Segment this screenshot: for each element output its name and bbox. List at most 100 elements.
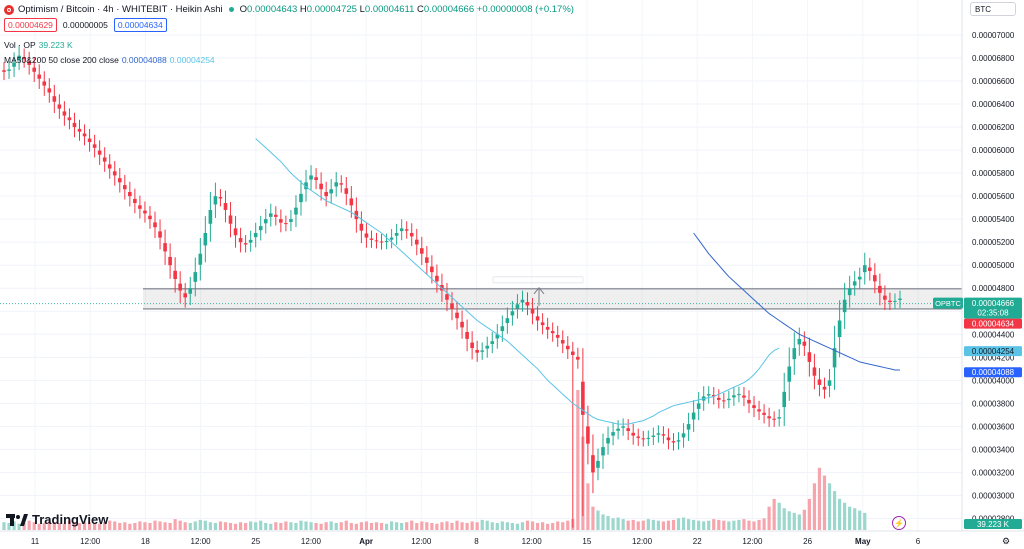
ma-legend[interactable]: MA50&200 50 close 200 close 0.00004088 0.0…: [4, 55, 215, 65]
volume-bar: [400, 523, 404, 530]
candle-body: [450, 303, 454, 309]
candle-body: [223, 203, 228, 210]
candle-body: [404, 229, 409, 231]
candle-body: [752, 405, 756, 408]
candle-body: [7, 69, 11, 71]
ma50-line: [255, 138, 780, 425]
currency-selector[interactable]: BTC: [970, 2, 1016, 16]
candle-body: [284, 223, 288, 225]
volume-bar: [475, 522, 479, 530]
time-tick-label: 6: [916, 537, 921, 546]
volume-bar: [113, 521, 117, 530]
candle-body: [716, 397, 721, 400]
price-tick-label: 0.00006200: [972, 123, 1015, 132]
candle-body: [188, 288, 193, 294]
volume-legend[interactable]: Vol · OP 39.223 K: [4, 40, 73, 50]
volume-price-tag-bg: [964, 519, 1022, 529]
candle-body: [379, 241, 384, 243]
last-price-tag: 0.00004666: [972, 299, 1015, 308]
volume-bar: [108, 520, 112, 530]
candle-body: [92, 144, 97, 148]
price-tick-label: 0.00003600: [972, 422, 1015, 431]
candle-body: [72, 122, 77, 128]
volume-bar: [294, 523, 298, 530]
candle-body: [128, 191, 132, 197]
volume-bar: [279, 523, 283, 530]
time-tick-label: 12:00: [632, 537, 653, 546]
settings-icon[interactable]: ⚙: [1002, 536, 1011, 546]
buy-price-button[interactable]: 0.00004634: [113, 18, 167, 32]
tradingview-logo[interactable]: TradingView: [6, 512, 108, 527]
price-tick-label: 0.00006400: [972, 100, 1015, 109]
candle-body: [22, 57, 26, 60]
candle-body: [274, 214, 278, 217]
time-tick-label: 22: [693, 537, 702, 546]
volume-bar: [656, 520, 660, 530]
price-tick-label: 0.00003200: [972, 468, 1015, 477]
volume-bar: [153, 520, 157, 530]
volume-bar: [57, 523, 61, 530]
candle-body: [847, 288, 852, 296]
candle-body: [384, 241, 389, 243]
ma50-price-tag-bg: [964, 367, 1022, 378]
volume-bar: [304, 521, 308, 530]
candle-body: [394, 232, 399, 236]
lightning-icon[interactable]: ⚡: [892, 516, 906, 530]
volume-bar: [863, 512, 867, 530]
price-tick-label: 0.00005800: [972, 169, 1015, 178]
candle-body: [263, 219, 268, 224]
candle-body: [867, 267, 872, 271]
price-tick-label: 0.00004200: [972, 353, 1015, 362]
price-axis[interactable]: 0.00007000 0.00006800 0.00006600 0.00006400…: [961, 0, 1024, 549]
volume-bar: [415, 523, 419, 530]
volume-bar: [631, 519, 635, 530]
sell-price-button[interactable]: 0.00004629: [4, 18, 57, 32]
candle-body: [530, 308, 535, 314]
volume-bar: [807, 498, 811, 530]
price-axis-bg: [962, 0, 1024, 549]
candle-body: [842, 299, 847, 313]
ask-price-tag-bg: [964, 318, 1022, 329]
candle-body: [621, 426, 625, 428]
volume-bar: [651, 519, 655, 530]
volume-bar: [193, 521, 197, 530]
volume-bar: [259, 520, 263, 530]
candle-body: [47, 88, 52, 93]
volume-bar: [832, 491, 837, 530]
candle-body: [852, 281, 857, 286]
candle-body: [445, 294, 449, 300]
volume-price-tag: 39.223 K: [977, 520, 1010, 529]
time-tick-label: 15: [582, 537, 591, 546]
brand-name: TradingView: [32, 512, 109, 527]
price-tick-label: 0.00005000: [972, 261, 1015, 270]
optimism-logo-icon: [4, 4, 14, 15]
price-tick-label: 0.00004000: [972, 376, 1015, 385]
volume-legend-label: Vol · OP: [4, 40, 36, 50]
volume-bar: [843, 502, 847, 530]
volume-bar: [535, 523, 540, 530]
volume-bar: [93, 523, 97, 530]
candle-body: [349, 198, 354, 206]
price-change: +0.00000008 (+0.17%): [476, 4, 574, 15]
volume-bar: [686, 519, 691, 530]
time-axis[interactable]: 11 12:00 18 12:00 25 12:00 Apr 12:00 8 12:00 15 12:…: [0, 530, 1024, 546]
candle-body: [178, 283, 182, 291]
volume-bar: [566, 520, 570, 530]
volume-bar: [374, 522, 379, 530]
candle-body: [344, 188, 349, 194]
candle-body: [419, 248, 424, 254]
symbol-title[interactable]: Optimism / Bitcoin · 4h · WHITEBIT · Hei…: [18, 4, 223, 15]
volume-bar: [359, 522, 363, 530]
candle-body: [641, 438, 646, 440]
candle-body: [661, 434, 666, 436]
tradingview-logo-icon: [6, 513, 28, 526]
candle-body: [460, 321, 464, 328]
candle-body: [163, 243, 167, 252]
volume-bar: [364, 521, 369, 530]
support-zone: [0, 276, 962, 310]
volume-bar: [546, 523, 550, 530]
volume-bar: [218, 521, 223, 530]
volume-legend-value: 39.223 K: [38, 40, 73, 50]
candle-body: [143, 210, 147, 214]
